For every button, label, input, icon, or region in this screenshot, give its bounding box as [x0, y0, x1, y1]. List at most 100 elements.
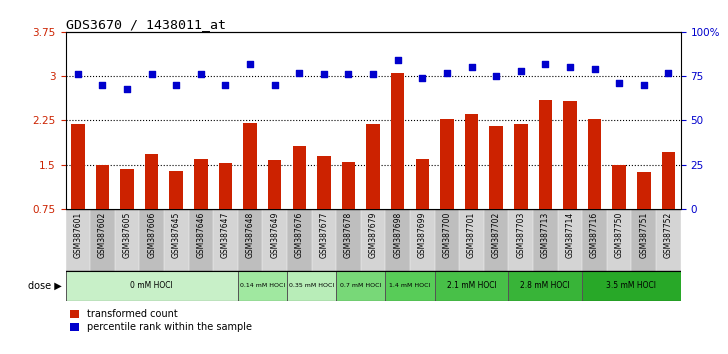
Point — [515, 68, 526, 74]
Text: GSM387645: GSM387645 — [172, 212, 181, 258]
Point — [638, 82, 649, 88]
Text: GSM387699: GSM387699 — [418, 212, 427, 258]
Point — [220, 82, 232, 88]
Text: GSM387714: GSM387714 — [566, 212, 574, 258]
Bar — [514, 125, 528, 209]
Point — [662, 70, 674, 75]
Bar — [582, 209, 607, 271]
Text: 0.14 mM HOCl: 0.14 mM HOCl — [240, 283, 285, 289]
Point — [318, 72, 330, 77]
Bar — [194, 159, 207, 209]
Bar — [262, 209, 287, 271]
Text: GSM387678: GSM387678 — [344, 212, 353, 258]
Point — [539, 61, 551, 67]
Bar — [435, 209, 459, 271]
Bar — [459, 209, 484, 271]
Point — [146, 72, 157, 77]
Point — [466, 64, 478, 70]
Point — [195, 72, 207, 77]
Text: GSM387716: GSM387716 — [590, 212, 599, 258]
Point — [121, 86, 133, 91]
Point — [491, 73, 502, 79]
Bar — [607, 209, 631, 271]
Bar — [440, 119, 454, 209]
Point — [589, 66, 601, 72]
Text: GSM387750: GSM387750 — [614, 212, 624, 258]
Text: GSM387602: GSM387602 — [98, 212, 107, 258]
Text: GSM387648: GSM387648 — [245, 212, 255, 258]
Text: 0.35 mM HOCl: 0.35 mM HOCl — [289, 283, 334, 289]
Point — [343, 72, 355, 77]
Bar — [508, 271, 582, 301]
Bar — [293, 146, 306, 209]
Bar — [366, 125, 380, 209]
Bar — [391, 73, 405, 209]
Point — [170, 82, 182, 88]
Bar — [385, 271, 435, 301]
Bar — [489, 126, 503, 209]
Bar — [90, 209, 115, 271]
Bar — [631, 209, 656, 271]
Bar — [287, 209, 312, 271]
Bar — [268, 160, 282, 209]
Bar — [71, 125, 84, 209]
Text: 3.5 mM HOCl: 3.5 mM HOCl — [606, 281, 657, 290]
Bar — [238, 209, 262, 271]
Text: GSM387606: GSM387606 — [147, 212, 156, 258]
Point — [392, 57, 403, 63]
Bar — [558, 209, 582, 271]
Bar — [539, 100, 552, 209]
Text: dose ▶: dose ▶ — [28, 281, 62, 291]
Bar — [656, 209, 681, 271]
Point — [614, 80, 625, 86]
Bar — [243, 123, 257, 209]
Bar — [218, 164, 232, 209]
Bar — [563, 101, 577, 209]
Text: GSM387752: GSM387752 — [664, 212, 673, 258]
Bar — [287, 271, 336, 301]
Text: 2.8 mM HOCl: 2.8 mM HOCl — [521, 281, 570, 290]
Text: GSM387647: GSM387647 — [221, 212, 230, 258]
Text: GSM387700: GSM387700 — [443, 212, 451, 258]
Bar — [120, 169, 134, 209]
Text: GSM387702: GSM387702 — [491, 212, 501, 258]
Bar — [139, 209, 164, 271]
Bar — [95, 165, 109, 209]
Bar — [115, 209, 139, 271]
Text: GSM387701: GSM387701 — [467, 212, 476, 258]
Text: 2.1 mM HOCl: 2.1 mM HOCl — [447, 281, 496, 290]
Bar — [145, 154, 159, 209]
Text: GSM387646: GSM387646 — [197, 212, 205, 258]
Bar — [170, 171, 183, 209]
Bar — [416, 159, 429, 209]
Text: GSM387677: GSM387677 — [320, 212, 328, 258]
Bar — [582, 271, 681, 301]
Point — [245, 61, 256, 67]
Bar — [637, 172, 651, 209]
Bar — [164, 209, 189, 271]
Text: GSM387698: GSM387698 — [393, 212, 402, 258]
Bar — [385, 209, 410, 271]
Point — [416, 75, 428, 81]
Point — [72, 72, 84, 77]
Bar — [435, 271, 508, 301]
Legend: transformed count, percentile rank within the sample: transformed count, percentile rank withi… — [71, 309, 252, 332]
Text: GSM387601: GSM387601 — [74, 212, 82, 258]
Text: GSM387713: GSM387713 — [541, 212, 550, 258]
Bar — [484, 209, 508, 271]
Text: GSM387676: GSM387676 — [295, 212, 304, 258]
Bar — [317, 156, 331, 209]
Bar — [612, 165, 626, 209]
Text: GSM387605: GSM387605 — [122, 212, 132, 258]
Text: 0 mM HOCl: 0 mM HOCl — [130, 281, 173, 290]
Point — [97, 82, 108, 88]
Bar — [464, 114, 478, 209]
Bar — [312, 209, 336, 271]
Bar — [533, 209, 558, 271]
Bar — [238, 271, 287, 301]
Text: GSM387703: GSM387703 — [516, 212, 525, 258]
Bar — [508, 209, 533, 271]
Bar — [189, 209, 213, 271]
Text: 1.4 mM HOCl: 1.4 mM HOCl — [389, 283, 431, 289]
Bar — [361, 209, 385, 271]
